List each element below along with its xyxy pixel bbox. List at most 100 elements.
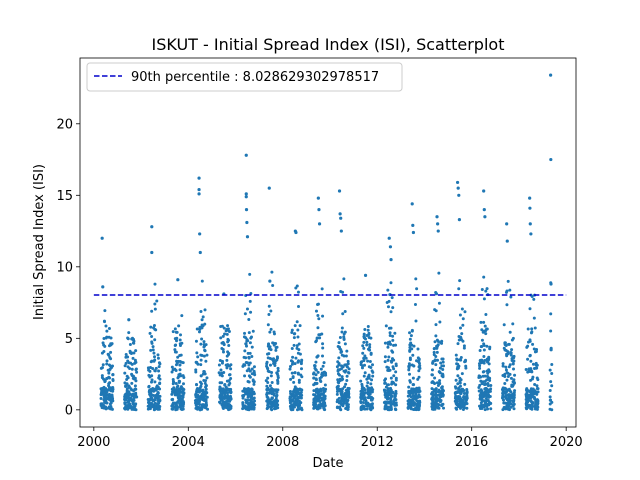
scatter-point bbox=[220, 388, 224, 392]
scatter-point bbox=[527, 367, 531, 371]
x-tick-label: 2020 bbox=[550, 435, 583, 450]
scatter-point bbox=[417, 402, 421, 406]
scatter-point bbox=[203, 394, 207, 398]
scatter-point bbox=[390, 357, 394, 361]
scatter-point bbox=[459, 336, 463, 340]
scatter-point bbox=[219, 368, 223, 372]
scatter-point bbox=[197, 397, 201, 401]
scatter-point bbox=[509, 351, 513, 355]
scatter-point bbox=[412, 383, 416, 387]
scatter-point bbox=[244, 336, 248, 340]
scatter-point bbox=[482, 275, 486, 279]
y-tick-label: 20 bbox=[56, 117, 73, 132]
scatter-point bbox=[362, 356, 366, 360]
scatter-point bbox=[441, 394, 445, 398]
scatter-point bbox=[363, 398, 367, 402]
scatter-point bbox=[222, 326, 226, 330]
scatter-point bbox=[480, 406, 484, 410]
scatter-point bbox=[548, 395, 552, 399]
scatter-point bbox=[127, 331, 131, 335]
scatter-point bbox=[434, 334, 438, 338]
scatter-point bbox=[294, 387, 298, 391]
scatter-point bbox=[409, 343, 413, 347]
scatter-point bbox=[337, 345, 341, 349]
scatter-point bbox=[434, 400, 438, 404]
scatter-point bbox=[384, 324, 388, 328]
scatter-point bbox=[534, 401, 538, 405]
scatter-point bbox=[383, 341, 387, 345]
scatter-point bbox=[202, 369, 206, 373]
scatter-point bbox=[394, 383, 398, 387]
scatter-point bbox=[535, 398, 539, 402]
scatter-point bbox=[511, 362, 515, 366]
scatter-point bbox=[413, 408, 417, 412]
scatter-point bbox=[394, 370, 398, 374]
scatter-point bbox=[203, 322, 207, 326]
scatter-point bbox=[151, 386, 155, 390]
scatter-point bbox=[111, 373, 115, 377]
scatter-point bbox=[175, 339, 179, 343]
scatter-point bbox=[225, 354, 229, 358]
scatter-point bbox=[123, 406, 127, 410]
scatter-point bbox=[500, 387, 504, 391]
scatter-point bbox=[196, 393, 200, 397]
scatter-point bbox=[487, 400, 491, 404]
scatter-point bbox=[408, 349, 412, 353]
scatter-point bbox=[102, 395, 106, 399]
scatter-point bbox=[534, 366, 538, 370]
scatter-point bbox=[524, 394, 528, 398]
scatter-point bbox=[289, 392, 293, 396]
scatter-point bbox=[181, 382, 185, 386]
scatter-point bbox=[455, 390, 459, 394]
scatter-point bbox=[501, 398, 505, 402]
scatter-point bbox=[133, 387, 137, 391]
scatter-point bbox=[290, 328, 294, 332]
scatter-point bbox=[157, 401, 161, 405]
scatter-point bbox=[320, 396, 324, 400]
scatter-point bbox=[458, 358, 462, 362]
scatter-point bbox=[489, 387, 493, 391]
scatter-point bbox=[244, 192, 248, 196]
scatter-point bbox=[482, 208, 486, 212]
scatter-point bbox=[511, 384, 515, 388]
scatter-point bbox=[509, 353, 513, 357]
scatter-point bbox=[132, 401, 135, 405]
scatter-point bbox=[385, 401, 389, 405]
scatter-point bbox=[454, 378, 458, 382]
scatter-point bbox=[245, 389, 249, 393]
scatter-point bbox=[479, 320, 483, 324]
scatter-point bbox=[248, 393, 252, 397]
scatter-point bbox=[199, 310, 203, 314]
scatter-point bbox=[221, 401, 225, 405]
scatter-point bbox=[525, 345, 529, 349]
scatter-point bbox=[481, 404, 485, 408]
scatter-point bbox=[506, 406, 510, 410]
scatter-point bbox=[436, 222, 440, 226]
scatter-point bbox=[170, 398, 174, 402]
scatter-point bbox=[153, 406, 157, 410]
scatter-point bbox=[175, 361, 179, 365]
legend-label: 90th percentile : 8.028629302978517 bbox=[131, 70, 379, 85]
scatter-point bbox=[222, 343, 226, 347]
scatter-point bbox=[107, 326, 111, 330]
scatter-point bbox=[460, 332, 464, 336]
scatter-point bbox=[386, 288, 390, 292]
scatter-point bbox=[227, 383, 231, 387]
scatter-point bbox=[408, 400, 412, 404]
y-tick-label: 15 bbox=[56, 189, 73, 204]
scatter-point bbox=[384, 395, 388, 399]
scatter-point bbox=[299, 373, 303, 377]
scatter-point bbox=[204, 359, 208, 363]
scatter-point bbox=[362, 346, 366, 350]
scatter-point bbox=[270, 396, 274, 400]
scatter-point bbox=[548, 368, 552, 372]
scatter-point bbox=[322, 389, 326, 393]
scatter-point bbox=[156, 404, 160, 408]
scatter-point bbox=[459, 355, 463, 359]
scatter-point bbox=[297, 407, 301, 411]
scatter-point bbox=[100, 388, 104, 392]
scatter-point bbox=[126, 359, 130, 363]
x-axis-title: Date bbox=[312, 456, 343, 471]
scatter-point bbox=[485, 327, 489, 331]
scatter-point bbox=[174, 406, 177, 410]
